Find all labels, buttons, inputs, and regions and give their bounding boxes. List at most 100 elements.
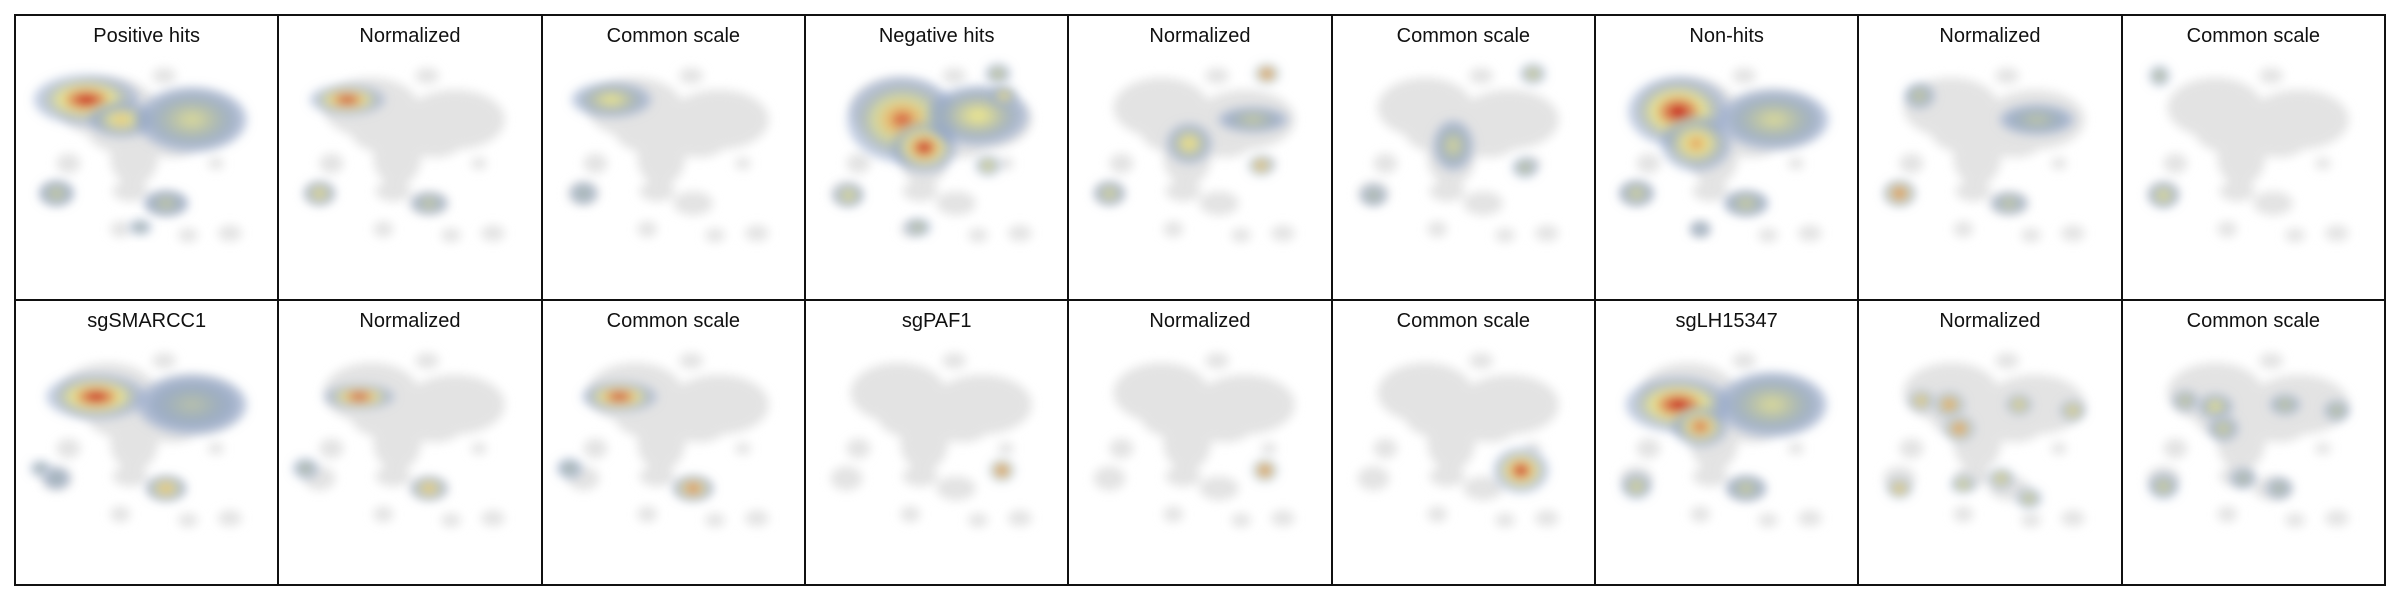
cell-cluster <box>1428 466 1465 487</box>
umap-density-plot <box>30 352 247 528</box>
density-hotspot <box>2016 488 2042 509</box>
density-hotspot <box>1360 185 1386 206</box>
density-hotspot <box>833 184 864 207</box>
umap-density-plot <box>1357 352 1559 528</box>
cell-cluster <box>1271 510 1296 527</box>
cell-cluster <box>1953 221 1974 238</box>
cell-cluster <box>636 414 685 471</box>
cell-cluster <box>1231 513 1252 528</box>
cell-cluster <box>409 414 462 443</box>
density-hotspot <box>1934 392 1965 418</box>
density-hotspot <box>556 458 582 479</box>
density-hotspot <box>2060 400 2086 421</box>
cell-cluster <box>1007 225 1032 242</box>
cell-cluster <box>1261 442 1278 455</box>
cell-embedding-background <box>303 67 506 243</box>
cell-cluster <box>1205 67 1230 84</box>
cell-embedding-background <box>2147 352 2349 528</box>
cell-cluster <box>409 129 462 158</box>
cell-cluster <box>2163 153 2188 174</box>
panel-sglh15347-normalized: Normalized <box>1859 301 2123 586</box>
cell-cluster <box>2324 510 2349 527</box>
cell-cluster <box>2284 228 2305 243</box>
density-hotspot <box>2148 473 2179 499</box>
cell-cluster <box>1426 414 1475 471</box>
density-hotspot <box>2324 400 2349 421</box>
cell-cluster <box>1899 153 1924 174</box>
cell-cluster <box>178 513 198 528</box>
panel-title: sgPAF1 <box>901 310 972 332</box>
cell-embedding-background <box>830 352 1032 528</box>
cell-cluster <box>704 228 725 243</box>
cell-cluster <box>2051 442 2068 455</box>
panel-sgpaf1-common-scale: Common scale <box>1332 301 1596 586</box>
umap-density-plot <box>34 67 247 243</box>
cell-cluster <box>1426 221 1447 238</box>
cell-cluster <box>1357 466 1390 491</box>
cell-cluster <box>1758 228 1778 243</box>
panel-title: Common scale <box>2186 310 2321 332</box>
cell-cluster <box>1199 476 1240 501</box>
panel-positive-common-scale: Common scale <box>542 16 806 301</box>
cell-cluster <box>1165 466 1202 487</box>
density-hotspot <box>137 374 247 435</box>
cell-cluster <box>441 513 462 528</box>
density-hotspot <box>1621 473 1652 499</box>
cell-cluster <box>1692 466 1729 487</box>
cell-cluster <box>2252 191 2293 216</box>
cell-cluster <box>1199 191 1240 216</box>
cell-cluster <box>636 221 657 238</box>
cell-cluster <box>415 67 440 84</box>
cell-cluster <box>1995 67 2020 84</box>
cell-cluster <box>481 510 506 527</box>
cell-cluster <box>968 228 988 243</box>
density-hotspot <box>1951 475 1977 494</box>
density-hotspot <box>581 381 657 412</box>
cell-cluster <box>1787 442 1804 455</box>
panel-title: Normalized <box>1939 310 2041 332</box>
panel-sglh15347: sgLH15347 <box>1596 301 1860 586</box>
panel-title: Negative hits <box>878 25 995 47</box>
density-hotspot <box>1909 390 1935 411</box>
cell-cluster <box>830 466 863 491</box>
cell-embedding-background <box>2147 67 2349 243</box>
cell-cluster <box>2163 438 2188 459</box>
panel-title: Normalized <box>359 310 461 332</box>
panel-positive-hits: Positive hits <box>16 16 280 301</box>
density-hotspot <box>1512 157 1538 178</box>
cell-cluster <box>2258 352 2283 369</box>
embedding-density-figure: Positive hits Normalized Common scale Ne… <box>14 14 2386 586</box>
cell-cluster <box>1787 157 1804 170</box>
cell-cluster <box>481 225 506 242</box>
cell-cluster <box>734 157 751 170</box>
cell-cluster <box>152 67 177 84</box>
cell-cluster <box>636 129 685 186</box>
umap-density-plot <box>1093 63 1296 243</box>
density-hotspot <box>2006 394 2032 415</box>
panel-sglh15347-common-scale: Common scale <box>2122 301 2386 586</box>
density-hotspot <box>30 460 51 476</box>
cell-cluster <box>1373 438 1398 459</box>
cell-cluster <box>110 506 131 523</box>
density-hotspot <box>1944 416 1975 442</box>
umap-density-plot <box>2147 352 2349 528</box>
cell-cluster <box>1462 129 1515 158</box>
density-hotspot <box>39 180 74 206</box>
cell-cluster <box>1692 181 1729 202</box>
cell-cluster <box>56 153 81 174</box>
cell-cluster <box>319 153 344 174</box>
cell-embedding-background <box>1883 352 2086 528</box>
density-hotspot <box>1252 459 1278 482</box>
cell-cluster <box>902 181 939 202</box>
cell-cluster <box>1955 181 1992 202</box>
density-hotspot <box>1991 193 2027 214</box>
cell-cluster <box>744 510 769 527</box>
cell-cluster <box>1732 67 1757 84</box>
cell-cluster <box>415 352 440 369</box>
density-hotspot <box>1493 447 1549 493</box>
cell-cluster <box>471 157 488 170</box>
cell-cluster <box>319 438 344 459</box>
cell-cluster <box>2324 225 2349 242</box>
panel-title: Common scale <box>1396 310 1531 332</box>
density-hotspot <box>1520 63 1546 84</box>
